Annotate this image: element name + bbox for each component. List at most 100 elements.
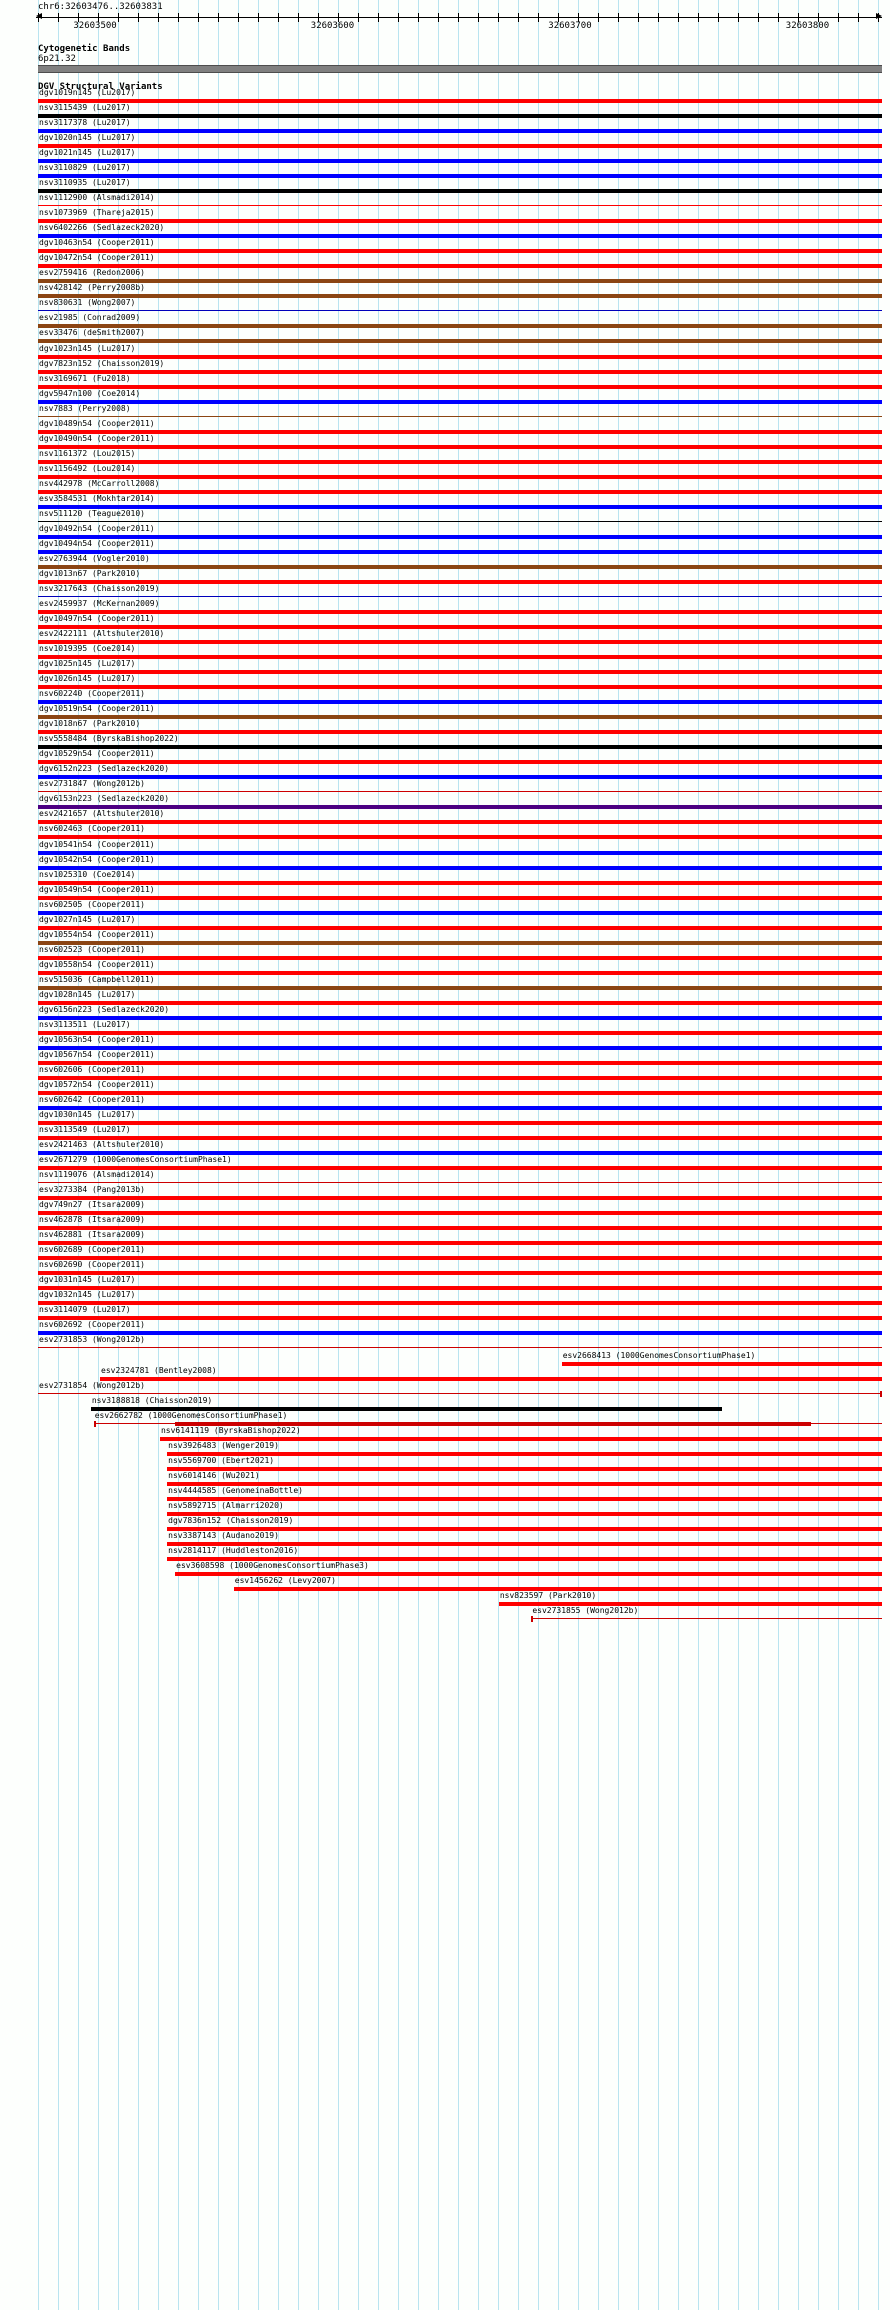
variant-row[interactable]: nsv3117378 (Lu2017) <box>0 118 890 134</box>
variant-bar[interactable] <box>38 205 882 207</box>
variant-row[interactable]: esv2731854 (Wong2012b) <box>0 1381 890 1397</box>
variant-bar[interactable] <box>38 114 882 119</box>
variant-row[interactable]: dgv10490n54 (Cooper2011) <box>0 434 890 449</box>
variant-bar[interactable] <box>38 579 882 584</box>
variant-row[interactable]: esv2662782 (1000GenomesConsortiumPhase1) <box>0 1411 890 1427</box>
variant-bar[interactable] <box>38 791 882 793</box>
variant-row[interactable]: nsv602642 (Cooper2011) <box>0 1095 890 1110</box>
variant-row[interactable]: nsv602505 (Cooper2011) <box>0 900 890 915</box>
variant-bar[interactable] <box>38 925 882 930</box>
variant-row[interactable]: nsv6141119 (ByrskaBishop2022) <box>0 1426 890 1441</box>
variant-bar[interactable] <box>38 745 882 750</box>
variant-row[interactable]: esv2731855 (Wong2012b) <box>0 1606 890 1623</box>
variant-bar[interactable] <box>38 1331 882 1336</box>
variant-row[interactable]: dgv1028n145 (Lu2017) <box>0 990 890 1005</box>
variant-row[interactable]: nsv1025310 (Coe2014) <box>0 870 890 885</box>
variant-row[interactable]: dgv7823n152 (Chaisson2019) <box>0 359 890 374</box>
variant-bar[interactable] <box>531 1618 882 1620</box>
variant-bar[interactable] <box>38 474 882 479</box>
variant-bar[interactable] <box>38 415 882 417</box>
variant-row[interactable]: esv2731853 (Wong2012b) <box>0 1335 890 1350</box>
variant-bar[interactable] <box>38 399 882 404</box>
variant-bar[interactable] <box>38 985 882 990</box>
variant-row[interactable]: nsv3110829 (Lu2017) <box>0 163 890 179</box>
variant-bar[interactable] <box>38 1211 882 1216</box>
variant-bar[interactable] <box>38 1000 882 1005</box>
variant-bar[interactable] <box>498 1602 882 1606</box>
variant-row[interactable]: dgv6152n223 (Sedlazeck2020) <box>0 764 890 780</box>
variant-row[interactable]: dgv10494n54 (Cooper2011) <box>0 539 890 554</box>
variant-bar[interactable] <box>38 760 882 765</box>
variant-bar[interactable] <box>38 1301 882 1306</box>
variant-row[interactable]: nsv3110935 (Lu2017) <box>0 178 890 194</box>
variant-bar[interactable] <box>38 820 882 825</box>
variant-row[interactable]: esv3584531 (Mokhtar2014) <box>0 494 890 509</box>
variant-row[interactable]: dgv749n27 (Itsara2009) <box>0 1200 890 1216</box>
variant-row[interactable]: nsv3169671 (Fu2018) <box>0 374 890 389</box>
variant-row[interactable]: dgv10497n54 (Cooper2011) <box>0 614 890 630</box>
variant-row[interactable]: esv2668413 (1000GenomesConsortiumPhase1) <box>0 1351 890 1366</box>
variant-row[interactable]: dgv10472n54 (Cooper2011) <box>0 253 890 269</box>
variant-row[interactable]: nsv7883 (Perry2008) <box>0 404 890 419</box>
variant-bar[interactable] <box>167 1541 882 1546</box>
variant-row[interactable]: esv2324781 (Bentley2008) <box>0 1366 890 1381</box>
variant-row[interactable]: dgv10463n54 (Cooper2011) <box>0 238 890 254</box>
variant-bar[interactable] <box>38 564 882 569</box>
variant-bar[interactable] <box>38 1060 882 1065</box>
variant-row[interactable]: dgv1018n67 (Park2010) <box>0 719 890 735</box>
variant-row[interactable]: nsv602689 (Cooper2011) <box>0 1245 890 1261</box>
variant-bar[interactable] <box>38 520 882 522</box>
variant-row[interactable]: dgv1019n145 (Lu2017) <box>0 88 890 103</box>
variant-row[interactable]: nsv1119076 (Alsmadi2014) <box>0 1170 890 1185</box>
variant-bar[interactable] <box>38 610 882 615</box>
variant-bar[interactable] <box>38 264 882 269</box>
variant-bar[interactable] <box>167 1496 882 1501</box>
variant-row[interactable]: esv2759416 (Redon2006) <box>0 268 890 284</box>
variant-bar[interactable] <box>38 1347 882 1349</box>
variant-bar[interactable] <box>38 459 882 464</box>
variant-bar[interactable] <box>167 1511 882 1516</box>
variant-bar[interactable] <box>38 1151 882 1156</box>
variant-row[interactable]: nsv6402266 (Sedlazeck2020) <box>0 223 890 239</box>
variant-row[interactable]: dgv1021n145 (Lu2017) <box>0 148 890 164</box>
variant-bar[interactable] <box>38 294 882 299</box>
variant-row[interactable]: esv2671279 (1000GenomesConsortiumPhase1) <box>0 1155 890 1171</box>
variant-bar[interactable] <box>167 1481 882 1486</box>
variant-bar[interactable] <box>38 865 882 870</box>
variant-bar[interactable] <box>38 805 882 810</box>
variant-row[interactable]: esv2459937 (McKernan2009) <box>0 599 890 615</box>
variant-bar[interactable] <box>38 1392 882 1394</box>
variant-row[interactable]: nsv1112900 (Alsmadi2014) <box>0 193 890 208</box>
variant-row[interactable]: nsv830631 (Wong2007) <box>0 298 890 313</box>
variant-row[interactable]: nsv442978 (McCarroll2008) <box>0 479 890 494</box>
variant-bar[interactable] <box>38 595 882 597</box>
variant-row[interactable]: nsv602606 (Cooper2011) <box>0 1065 890 1080</box>
variant-bar[interactable] <box>38 970 882 975</box>
variant-row[interactable]: nsv462878 (Itsara2009) <box>0 1215 890 1231</box>
variant-bar[interactable] <box>38 685 882 690</box>
variant-row[interactable]: dgv6153n223 (Sedlazeck2020) <box>0 794 890 810</box>
variant-row[interactable]: esv21985 (Conrad2009) <box>0 313 890 329</box>
variant-row[interactable]: dgv1013n67 (Park2010) <box>0 569 890 584</box>
variant-row[interactable]: dgv10563n54 (Cooper2011) <box>0 1035 890 1050</box>
variant-bar[interactable] <box>38 339 882 344</box>
variant-bar[interactable] <box>38 249 882 254</box>
variant-row[interactable]: nsv3113549 (Lu2017) <box>0 1125 890 1141</box>
variant-row[interactable]: dgv10572n54 (Cooper2011) <box>0 1080 890 1095</box>
variant-bar[interactable] <box>38 369 882 374</box>
variant-bar[interactable] <box>38 549 882 554</box>
variant-bar[interactable] <box>38 279 882 284</box>
variant-row[interactable]: dgv10529n54 (Cooper2011) <box>0 749 890 765</box>
variant-bar[interactable] <box>38 310 882 312</box>
variant-row[interactable]: nsv6014146 (Wu2021) <box>0 1471 890 1486</box>
variant-bar[interactable] <box>38 1241 882 1246</box>
variant-row[interactable]: dgv7836n152 (Chaisson2019) <box>0 1516 890 1531</box>
variant-row[interactable]: nsv3113511 (Lu2017) <box>0 1020 890 1035</box>
variant-row[interactable]: nsv3114079 (Lu2017) <box>0 1305 890 1321</box>
variant-row[interactable]: dgv10489n54 (Cooper2011) <box>0 419 890 434</box>
variant-row[interactable]: nsv5892715 (Almarri2020) <box>0 1501 890 1516</box>
variant-bar[interactable] <box>38 1045 882 1050</box>
variant-bar[interactable] <box>38 234 882 239</box>
variant-bar[interactable] <box>561 1361 882 1366</box>
variant-row[interactable]: nsv2814117 (Huddleston2016) <box>0 1546 890 1561</box>
